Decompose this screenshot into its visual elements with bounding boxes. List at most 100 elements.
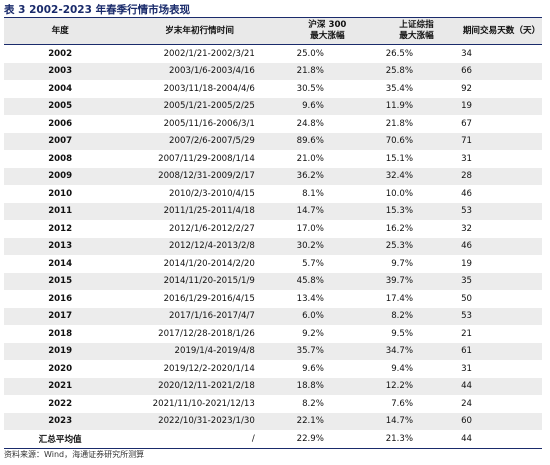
table-cell: 2003/11/18-2004/4/6 <box>163 83 255 94</box>
column-header: 沪深 300 最大涨幅 <box>308 20 347 41</box>
table-cell: 16.2% <box>385 223 414 234</box>
table-cell: 2012/12/4-2013/2/8 <box>169 241 255 252</box>
column-header: 上证综指 最大涨幅 <box>399 20 434 41</box>
table-cell: 39.7% <box>385 276 414 287</box>
table-cell: 2002/1/21-2002/3/21 <box>163 48 255 59</box>
table-cell: 2016/1/29-2016/4/15 <box>163 293 255 304</box>
table-row: 2012 2012/1/6-2012/2/27 17.0% 16.2% 32 <box>4 220 542 238</box>
table-row: 2019 2019/1/4-2019/4/8 35.7% 34.7% 61 <box>4 342 542 360</box>
table-cell: 2002 <box>48 48 73 59</box>
table-cell: 9.2% <box>302 328 324 339</box>
table-cell: 2022 <box>48 398 73 409</box>
table-cell: 2019 <box>48 346 73 357</box>
data-table: 年度 岁末年初行情时间 沪深 300 最大涨幅 上证综指 最大涨幅 期间交易天数（天） … <box>4 17 542 449</box>
table-cell: 2021/11/10-2021/12/13 <box>152 398 255 409</box>
table-row: 2023 2022/10/31-2023/1/30 22.1% 14.7% 60 <box>4 412 542 430</box>
table-cell: 2008 <box>48 153 73 164</box>
table-cell: 2018 <box>48 328 73 339</box>
table-cell: 2021 <box>48 381 73 392</box>
table-cell: 34 <box>461 48 472 59</box>
table-cell: 13.4% <box>296 293 324 304</box>
table-cell: 14.7% <box>385 416 414 427</box>
table-cell: 25.8% <box>385 66 414 77</box>
table-cell: 2020/12/11-2021/2/18 <box>158 381 255 392</box>
table-cell: 2005/11/16-2006/3/1 <box>163 118 255 129</box>
table-cell: 25.3% <box>385 241 414 252</box>
table-cell: 2009 <box>48 171 73 182</box>
table-cell: 2010/2/3-2010/4/15 <box>169 188 255 199</box>
table-cell: 2003/1/6-2003/4/16 <box>169 66 255 77</box>
table-row: 2002 2002/1/21-2002/3/21 25.0% 26.5% 34 <box>4 45 542 63</box>
table-row: 2006 2005/11/16-2006/3/1 24.8% 21.8% 67 <box>4 115 542 133</box>
table-cell: 2022/10/31-2023/1/30 <box>158 416 255 427</box>
table-cell: 2006 <box>48 118 73 129</box>
table-cell: 92 <box>461 83 472 94</box>
table-cell: / <box>251 433 255 444</box>
table-cell: 89.6% <box>296 136 324 147</box>
table-cell: 53 <box>461 206 472 217</box>
table-cell: 17.0% <box>296 223 324 234</box>
table-cell: 10.0% <box>385 188 414 199</box>
table-cell: 67 <box>461 118 472 129</box>
table-cell: 61 <box>461 346 472 357</box>
table-cell: 70.6% <box>385 136 414 147</box>
table-cell: 2005/1/21-2005/2/25 <box>163 101 255 112</box>
table-cell: 2014/11/20-2015/1/9 <box>163 276 255 287</box>
table-cell: 2017/12/28-2018/1/26 <box>158 328 255 339</box>
table-cell: 9.6% <box>302 101 324 112</box>
table-row: 2011 2011/1/25-2011/4/18 14.7% 15.3% 53 <box>4 202 542 220</box>
table-cell: 2016 <box>48 293 73 304</box>
table-cell: 2015 <box>48 276 73 287</box>
table-cell: 17.4% <box>385 293 414 304</box>
table-cell: 2012/1/6-2012/2/27 <box>169 223 255 234</box>
table-cell: 31 <box>461 153 472 164</box>
table-cell: 11.9% <box>385 101 414 112</box>
table-cell: 24.8% <box>296 118 324 129</box>
table-cell: 19 <box>461 258 472 269</box>
table-cell: 21 <box>461 328 472 339</box>
table-cell: 18.8% <box>296 381 324 392</box>
table-cell: 21.8% <box>385 118 414 129</box>
table-row: 2014 2014/1/20-2014/2/20 5.7% 9.7% 19 <box>4 255 542 273</box>
table-cell: 8.2% <box>302 398 324 409</box>
table-row: 2020 2019/12/2-2020/1/14 9.6% 9.4% 31 <box>4 360 542 378</box>
table-cell: 60 <box>461 416 472 427</box>
table-cell: 53 <box>461 311 472 322</box>
table-cell: 9.6% <box>302 363 324 374</box>
table-cell: 32 <box>461 223 472 234</box>
table-cell: 28 <box>461 171 472 182</box>
table-cell: 2020 <box>48 363 73 374</box>
table-cell: 7.6% <box>391 398 414 409</box>
table-cell: 32.4% <box>385 171 414 182</box>
table-cell: 19 <box>461 101 472 112</box>
table-cell: 2003 <box>48 66 73 77</box>
table-cell: 2014 <box>48 258 73 269</box>
column-header: 年度 <box>51 25 69 36</box>
table-row: 2015 2014/11/20-2015/1/9 45.8% 39.7% 35 <box>4 272 542 290</box>
table-cell: 2019/1/4-2019/4/8 <box>174 346 255 357</box>
table-cell: 30.5% <box>296 83 324 94</box>
table-cell: 15.1% <box>385 153 414 164</box>
table-cell: 5.7% <box>302 258 324 269</box>
table-cell: 34.7% <box>385 346 414 357</box>
table-cell: 21.3% <box>385 433 414 444</box>
column-header: 期间交易天数（天） <box>462 25 541 36</box>
table-row: 2009 2008/12/31-2009/2/17 36.2% 32.4% 28 <box>4 167 542 185</box>
table-cell: 35.7% <box>296 346 324 357</box>
table-row: 2013 2012/12/4-2013/2/8 30.2% 25.3% 46 <box>4 237 542 255</box>
table-title: 表 3 2002-2023 年春季行情市场表现 <box>4 4 191 16</box>
table-cell: 22.1% <box>296 416 324 427</box>
source-note: 资料来源：Wind，海通证券研究所测算 <box>4 450 145 459</box>
table-row: 2022 2021/11/10-2021/12/13 8.2% 7.6% 24 <box>4 395 542 413</box>
table-cell: 35.4% <box>385 83 414 94</box>
table-cell: 21.0% <box>296 153 324 164</box>
table-cell: 2017/1/16-2017/4/7 <box>169 311 255 322</box>
table-cell: 9.5% <box>391 328 414 339</box>
table-row: 2005 2005/1/21-2005/2/25 9.6% 11.9% 19 <box>4 97 542 115</box>
table-row: 2008 2007/11/29-2008/1/14 21.0% 15.1% 31 <box>4 150 542 168</box>
table-cell: 44 <box>461 433 472 444</box>
table-cell: 31 <box>461 363 472 374</box>
table-cell: 44 <box>461 381 472 392</box>
table-cell: 14.7% <box>296 206 324 217</box>
